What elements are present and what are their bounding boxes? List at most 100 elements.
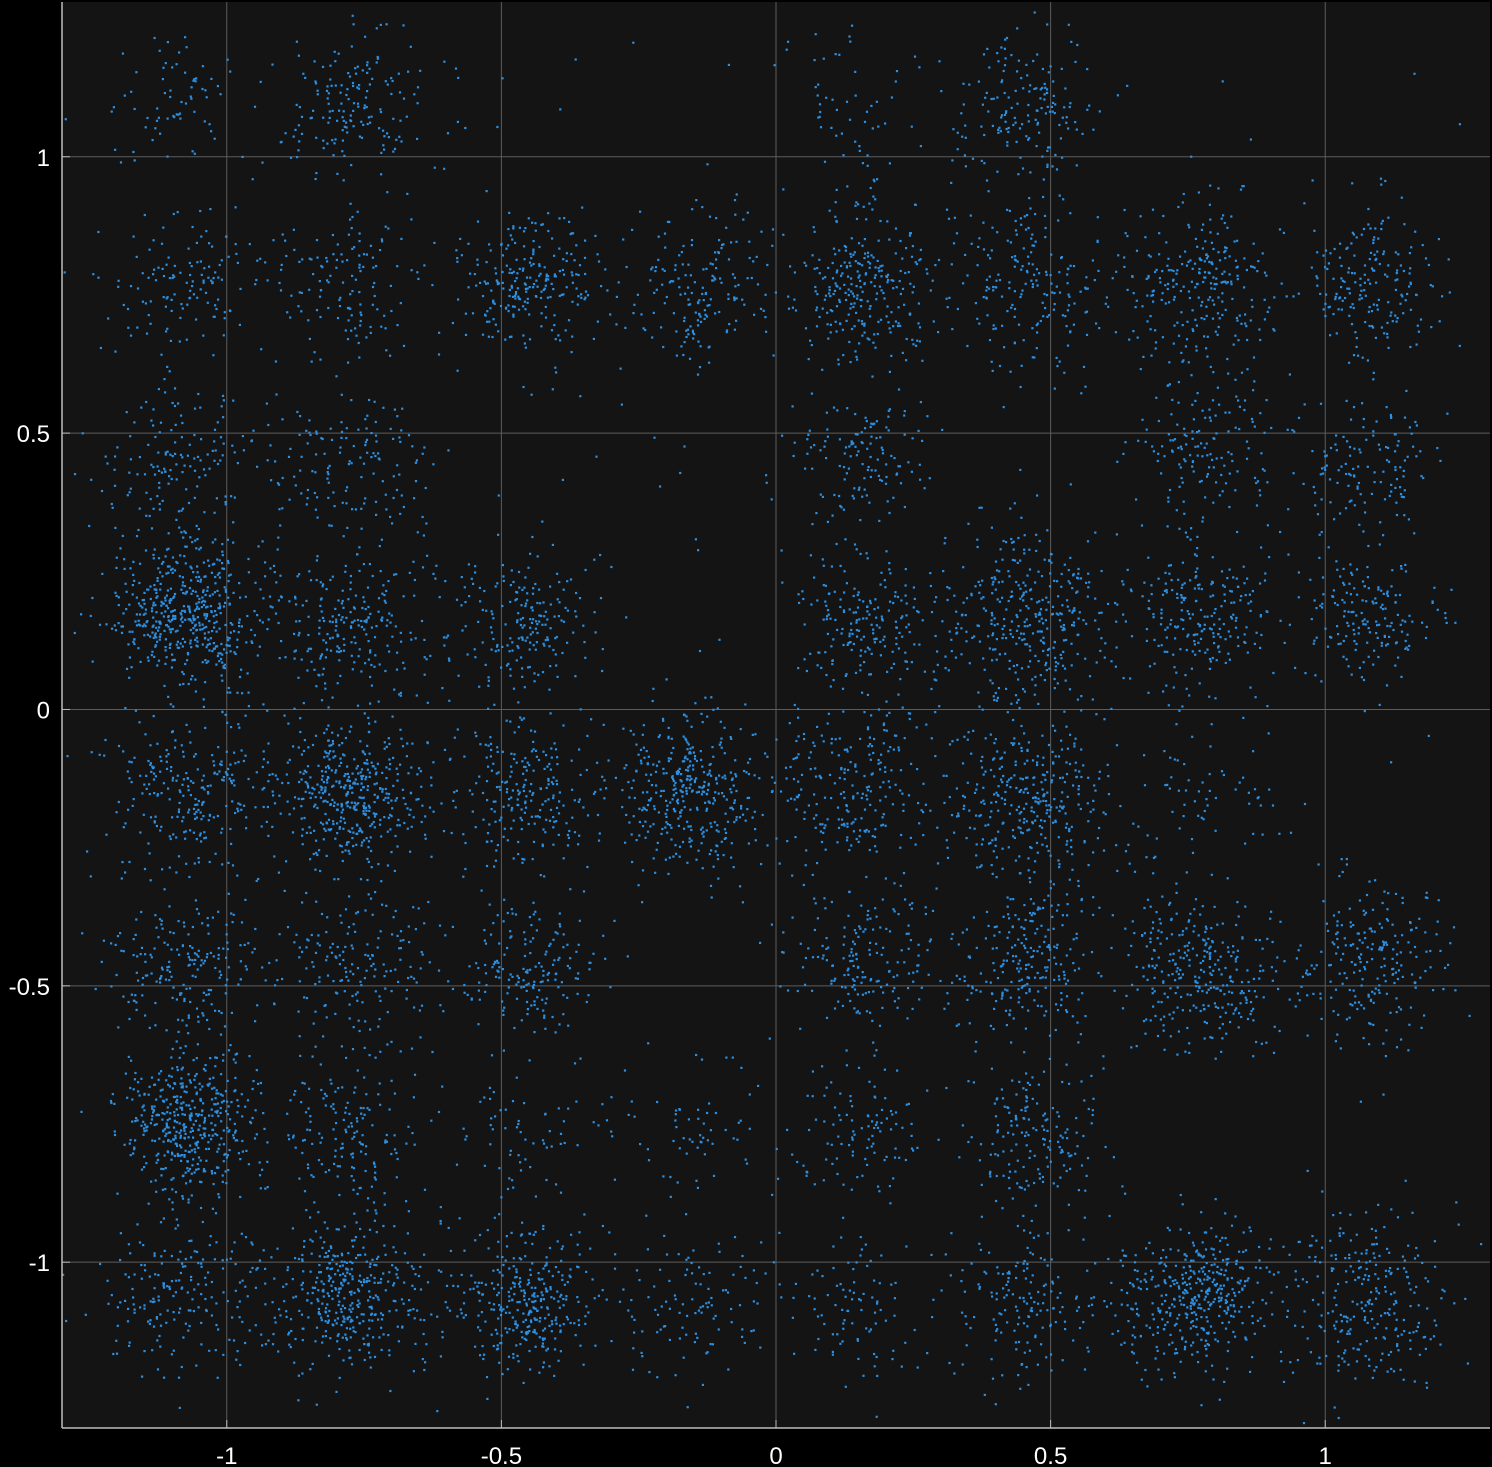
scatter-point — [946, 586, 949, 589]
scatter-point — [268, 773, 271, 776]
scatter-point — [740, 804, 743, 808]
scatter-point — [843, 244, 846, 248]
scatter-point — [303, 1245, 306, 1248]
scatter-point — [520, 1330, 523, 1333]
scatter-point — [897, 322, 900, 325]
scatter-point — [641, 791, 645, 794]
scatter-point — [1214, 1257, 1217, 1260]
scatter-point — [273, 1316, 276, 1319]
scatter-point — [289, 1318, 293, 1321]
scatter-point — [223, 586, 226, 589]
scatter-point — [831, 277, 835, 280]
scatter-point — [426, 742, 429, 745]
scatter-point — [1213, 283, 1216, 286]
scatter-point — [912, 343, 915, 346]
scatter-point — [548, 762, 551, 766]
scatter-point — [1169, 1314, 1172, 1317]
scatter-point — [157, 1078, 160, 1081]
scatter-point — [1014, 763, 1017, 767]
scatter-point — [181, 616, 184, 619]
scatter-point — [259, 1081, 262, 1085]
scatter-point — [630, 833, 633, 836]
scatter-point — [399, 763, 402, 766]
scatter-point — [231, 623, 234, 626]
scatter-point — [910, 255, 914, 258]
scatter-point — [1141, 934, 1144, 937]
scatter-point — [396, 824, 399, 827]
scatter-point — [1205, 927, 1208, 930]
scatter-point — [377, 1255, 380, 1258]
scatter-point — [1220, 1299, 1223, 1302]
scatter-point — [150, 1118, 153, 1121]
scatter-point — [214, 582, 217, 585]
scatter-point — [204, 1170, 207, 1173]
scatter-point — [673, 784, 676, 787]
scatter-point — [1176, 967, 1179, 970]
scatter-point — [912, 285, 915, 288]
scatter-point — [199, 1180, 202, 1183]
scatter-point — [194, 1086, 197, 1089]
scatter-point — [1216, 1265, 1219, 1268]
scatter-point — [208, 649, 211, 652]
scatter-point — [477, 1326, 480, 1329]
scatter-point — [354, 1331, 357, 1334]
scatter-point — [346, 765, 349, 768]
scatter-point — [353, 1239, 356, 1242]
scatter-point — [1134, 1336, 1137, 1339]
scatter-point — [709, 884, 713, 887]
scatter-point — [325, 822, 329, 825]
scatter-point — [1121, 1249, 1124, 1252]
scatter-point — [1227, 372, 1230, 375]
scatter-point — [642, 806, 645, 809]
scatter-point — [146, 633, 149, 636]
scatter-point — [1003, 798, 1007, 801]
scatter-point — [167, 1131, 170, 1134]
scatter-point — [191, 1164, 194, 1167]
scatter-point — [571, 232, 575, 235]
scatter-point — [128, 676, 131, 679]
scatter-point — [343, 1317, 346, 1320]
scatter-point — [1195, 1313, 1198, 1316]
scatter-point — [344, 1274, 347, 1278]
scatter-point — [683, 827, 686, 830]
scatter-point — [715, 778, 718, 781]
scatter-point — [200, 1181, 203, 1184]
scatter-point — [362, 751, 365, 754]
scatter-point — [996, 696, 999, 699]
scatter-point — [529, 1368, 532, 1371]
scatter-point — [348, 1291, 352, 1294]
scatter-point — [1013, 742, 1016, 745]
scatter-point — [585, 768, 588, 772]
scatter-point — [91, 596, 94, 600]
scatter-point — [1211, 1036, 1214, 1039]
scatter-point — [165, 1029, 168, 1032]
scatter-point — [155, 1098, 158, 1101]
scatter-point — [918, 643, 921, 646]
scatter-point — [550, 1330, 553, 1333]
scatter-point — [1099, 649, 1102, 652]
scatter-point — [992, 327, 995, 331]
scatter-point — [380, 1318, 384, 1321]
scatter-point — [1027, 857, 1030, 860]
scatter-point — [309, 1270, 312, 1273]
scatter-point — [1190, 1311, 1193, 1315]
scatter-point — [963, 804, 966, 807]
scatter-point — [665, 815, 668, 818]
scatter-point — [850, 237, 853, 240]
scatter-point — [523, 1289, 526, 1292]
scatter-point — [512, 1356, 515, 1359]
scatter-point — [167, 571, 170, 574]
scatter-point — [1183, 951, 1186, 954]
scatter-point — [1244, 1249, 1248, 1252]
scatter-point — [732, 784, 735, 787]
scatter-point — [483, 280, 486, 283]
scatter-point — [1266, 937, 1269, 940]
scatter-point — [1208, 260, 1211, 263]
scatter-point — [1189, 1009, 1192, 1012]
scatter-point — [196, 640, 199, 643]
scatter-point — [1010, 590, 1013, 593]
scatter-point — [808, 429, 811, 432]
scatter-point — [633, 796, 636, 800]
scatter-point — [965, 630, 968, 633]
scatter-point — [570, 271, 573, 274]
